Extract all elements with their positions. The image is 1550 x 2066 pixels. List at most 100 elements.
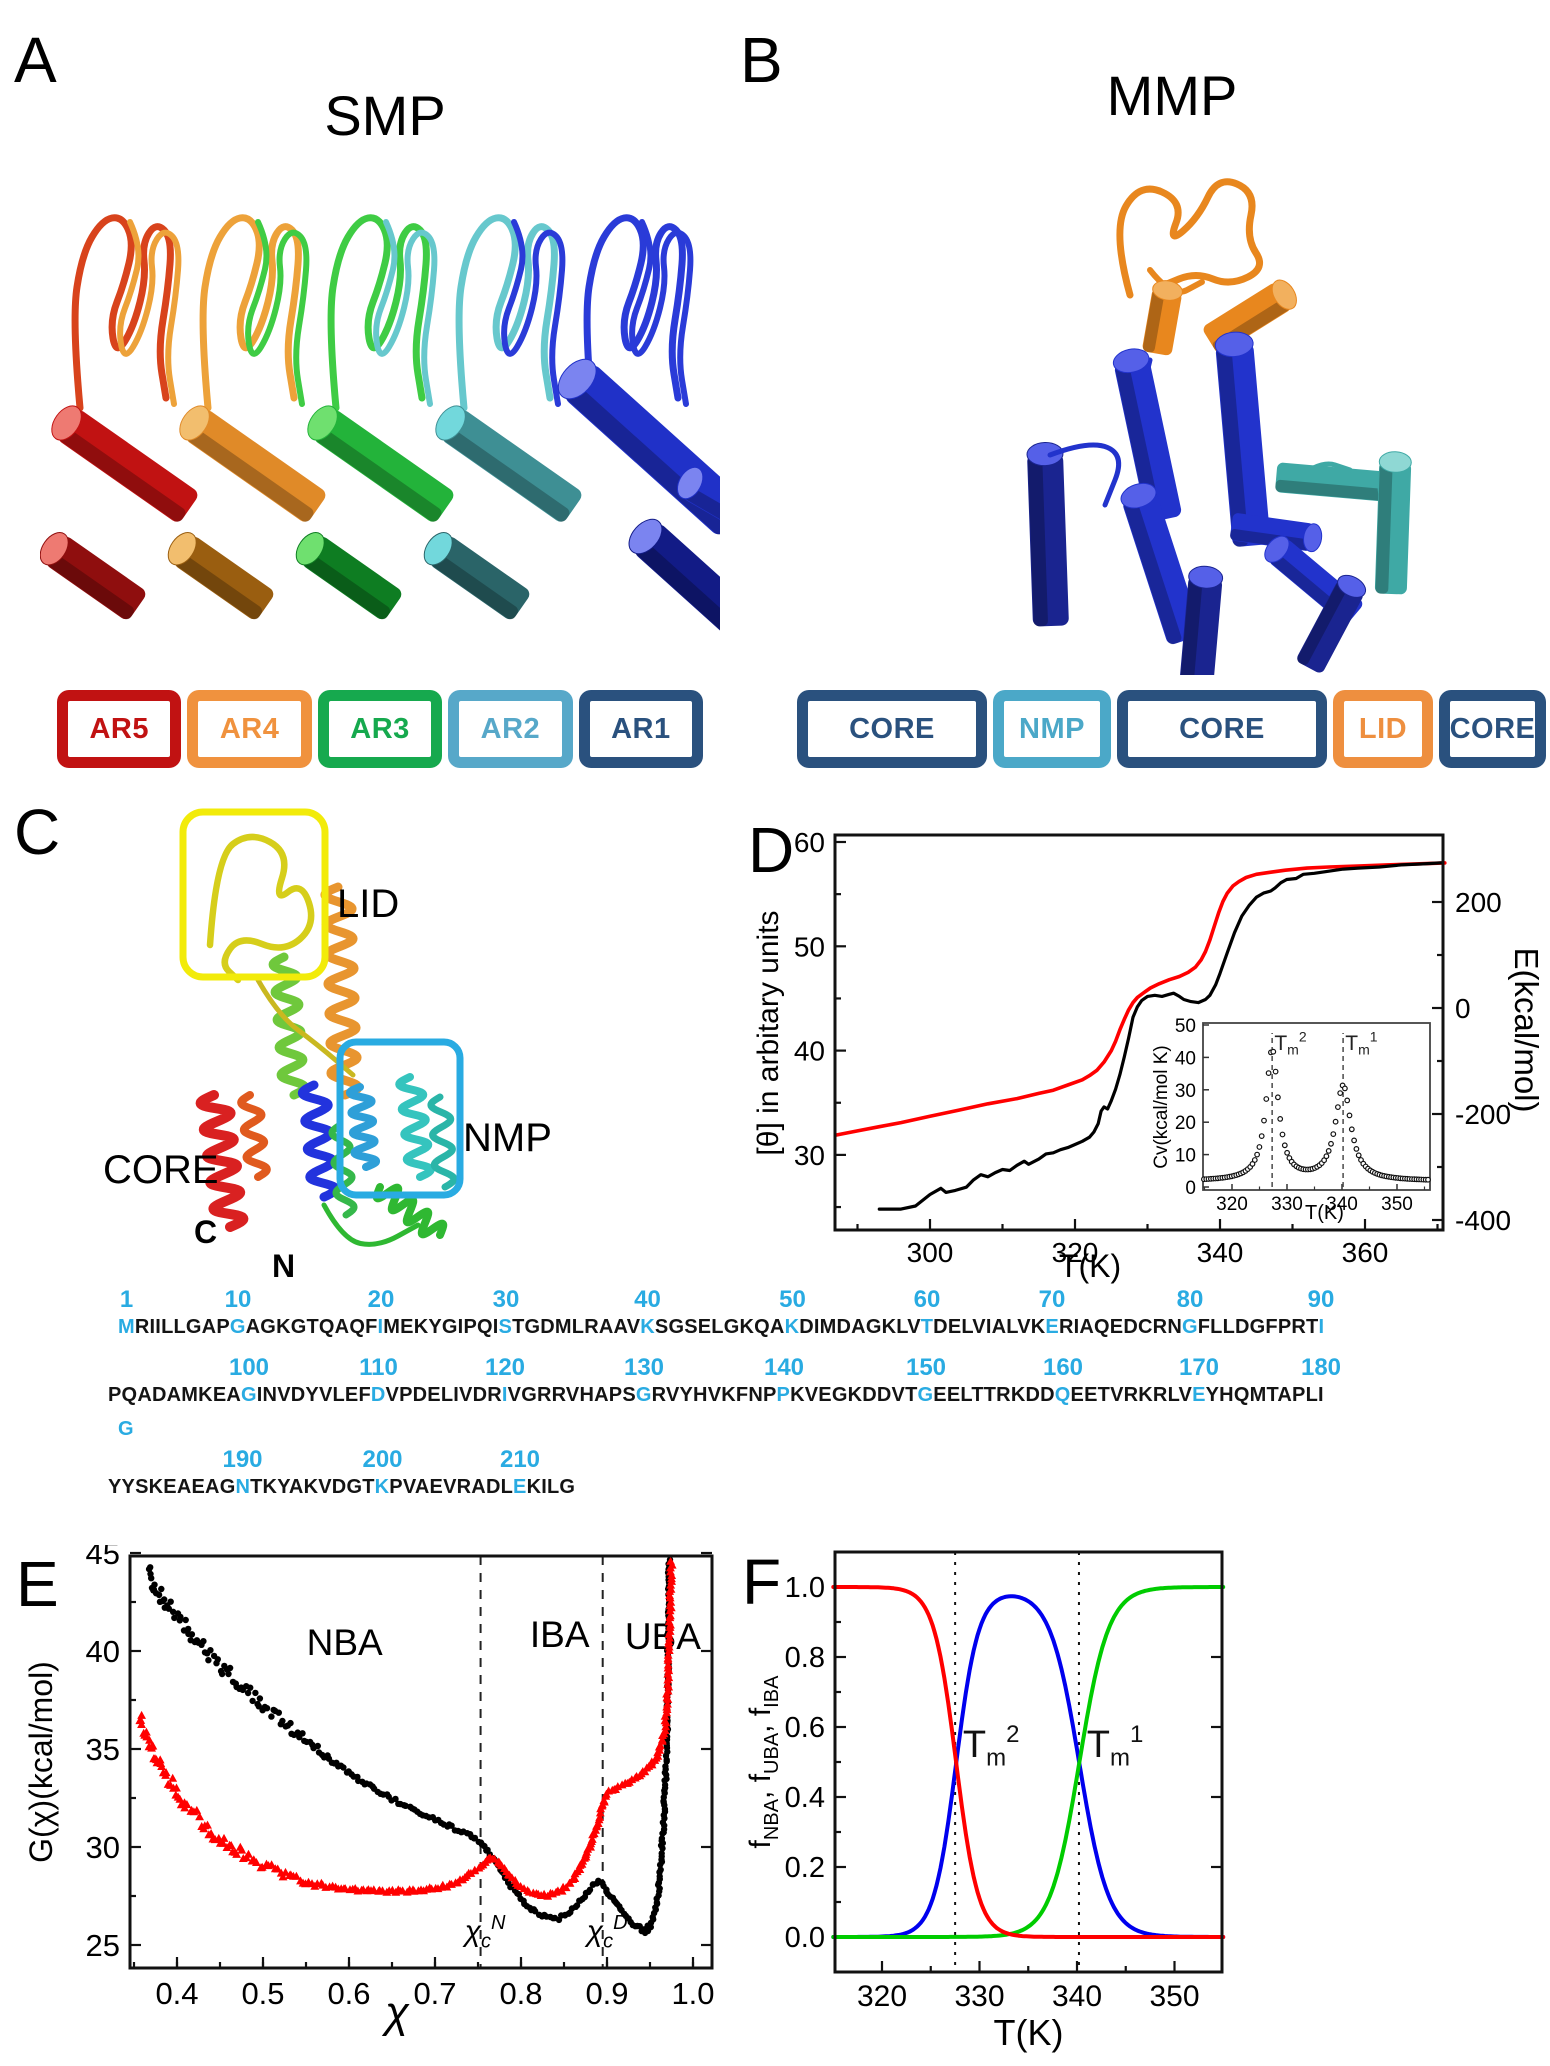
sequence-row-3: G [118, 1418, 134, 1440]
svg-text:χcN: χcN [462, 1912, 506, 1953]
svg-text:50: 50 [1175, 1016, 1196, 1037]
residue-number-30: 30 [492, 1286, 520, 1313]
domain-label: AR2 [480, 712, 541, 745]
mmp-domain-bar: CORE NMP CORE LID CORE [797, 690, 1546, 768]
svg-text:Tm2: Tm2 [963, 1721, 1020, 1772]
svg-text:0: 0 [1185, 1178, 1196, 1199]
svg-text:UBA: UBA [625, 1616, 701, 1657]
svg-text:E(kcal/mol): E(kcal/mol) [1508, 947, 1545, 1112]
svg-text:350: 350 [1149, 1980, 1199, 2013]
svg-text:0.4: 0.4 [155, 1976, 198, 2011]
svg-text:χcD: χcD [584, 1912, 628, 1953]
residue-number-180: 180 [1300, 1354, 1342, 1381]
residue-number-160: 160 [1042, 1354, 1084, 1381]
svg-text:G(χ)(kcal/mol): G(χ)(kcal/mol) [23, 1661, 59, 1863]
residue-number-100: 100 [228, 1354, 270, 1381]
residue-number-70: 70 [1038, 1286, 1066, 1313]
svg-text:C: C [194, 1214, 217, 1250]
svg-text:0.8: 0.8 [499, 1976, 542, 2011]
svg-text:NBA: NBA [307, 1622, 383, 1663]
svg-text:N: N [272, 1248, 295, 1284]
domain-box-core-0: CORE [797, 690, 987, 768]
state-fraction-plot: 320 330 340 350 0.0 0.2 0.4 0.6 0.8 1.0 Tm2 Tm1 T(K)… [740, 1545, 1340, 2066]
sequence-row-1: MRIILLGAPGAGKGTQAQFIMEKYGIPQISTGDMLRAAVK… [118, 1316, 1325, 1338]
domain-label: AR5 [89, 712, 149, 745]
domain-label: CORE [849, 712, 935, 745]
svg-text:25: 25 [86, 1928, 120, 1963]
panel-label-e: E [16, 1548, 59, 1620]
svg-text:CORE: CORE [103, 1148, 219, 1192]
svg-text:40: 40 [794, 1036, 825, 1067]
adk-structure-cartoon: LID NMP CORE C N [88, 795, 633, 1295]
domain-label: AR3 [350, 712, 410, 745]
svg-text:300: 300 [907, 1237, 954, 1268]
sequence-row-4: YYSKEAEAGNTKYAKVDGTKPVAEVRADLEKILG [108, 1476, 576, 1498]
panel-label-f: F [742, 1546, 782, 1618]
svg-text:340: 340 [1052, 1980, 1102, 2013]
residue-number-140: 140 [763, 1354, 805, 1381]
svg-text:10: 10 [1175, 1146, 1196, 1167]
svg-text:0.6: 0.6 [785, 1712, 825, 1744]
svg-text:50: 50 [794, 931, 825, 962]
svg-text:40: 40 [1175, 1048, 1196, 1069]
svg-text:0.5: 0.5 [241, 1976, 284, 2011]
svg-text:0.7: 0.7 [413, 1976, 456, 2011]
residue-number-20: 20 [367, 1286, 395, 1313]
svg-text:0.8: 0.8 [785, 1642, 825, 1674]
residue-number-130: 130 [623, 1354, 665, 1381]
svg-text:40: 40 [86, 1634, 120, 1669]
domain-box-ar3-2: AR3 [317, 690, 443, 768]
residue-number-150: 150 [905, 1354, 947, 1381]
residue-number-210: 210 [499, 1446, 541, 1473]
domain-box-nmp-1: NMP [993, 690, 1111, 768]
svg-text:20: 20 [1175, 1113, 1196, 1134]
svg-text:30: 30 [1175, 1081, 1196, 1102]
residue-number-1: 1 [119, 1286, 134, 1313]
domain-box-core-2: CORE [1117, 690, 1327, 768]
residue-number-90: 90 [1307, 1286, 1335, 1313]
domain-label: AR4 [219, 712, 280, 745]
svg-text:30: 30 [86, 1830, 120, 1865]
domain-label: NMP [1019, 712, 1085, 745]
melting-curve-plot: 300 320 340 360 30 40 50 60 200 0 -200 -400 T(K) [θ] … [750, 815, 1550, 1300]
svg-text:IBA: IBA [530, 1614, 590, 1655]
panel-label-b: B [740, 24, 783, 96]
domain-label: CORE [1179, 712, 1265, 745]
residue-number-10: 10 [224, 1286, 252, 1313]
smp-title: SMP [324, 84, 446, 147]
svg-text:340: 340 [1197, 1237, 1244, 1268]
domain-box-core-4: CORE [1439, 690, 1546, 768]
residue-number-200: 200 [362, 1446, 403, 1473]
residue-number-190: 190 [222, 1446, 263, 1473]
svg-text:350: 350 [1381, 1194, 1413, 1215]
domain-box-ar5-0: AR5 [57, 690, 182, 768]
residue-number-80: 80 [1176, 1286, 1204, 1313]
residue-number-110: 110 [359, 1354, 398, 1381]
domain-label: AR1 [611, 712, 671, 745]
svg-text:35: 35 [86, 1732, 120, 1767]
svg-text:200: 200 [1455, 887, 1502, 918]
domain-box-lid-3: LID [1333, 690, 1433, 768]
svg-text:330: 330 [954, 1980, 1004, 2013]
svg-text:340: 340 [1326, 1194, 1358, 1215]
svg-text:fNBA, fUBA, fIBA: fNBA, fUBA, fIBA [744, 1675, 783, 1849]
domain-box-ar2-3: AR2 [448, 690, 573, 768]
svg-text:0.2: 0.2 [785, 1852, 825, 1884]
svg-text:1.0: 1.0 [785, 1572, 825, 1604]
svg-text:1.0: 1.0 [671, 1976, 714, 2011]
svg-text:T(K): T(K) [1305, 1202, 1344, 1224]
panel-label-c: C [14, 796, 61, 868]
domain-label: CORE [1449, 712, 1536, 745]
svg-text:T(K): T(K) [994, 2012, 1064, 2053]
svg-text:45: 45 [86, 1545, 120, 1571]
sequence-row-2: PQADAMKEAGINVDYVLEFDVPDELIVDRIVGRRVHAPSG… [108, 1384, 1324, 1406]
svg-text:0.0: 0.0 [785, 1922, 825, 1954]
smp-structure-cartoon [39, 150, 776, 670]
residue-number-50: 50 [779, 1286, 806, 1313]
svg-text:[θ] in arbitary units: [θ] in arbitary units [752, 910, 785, 1155]
svg-text:χ: χ [381, 1988, 410, 2037]
mmp-title: MMP [1106, 64, 1238, 127]
svg-text:LID: LID [337, 882, 399, 926]
svg-text:30: 30 [794, 1140, 825, 1171]
free-energy-profile-plot: 0.4 0.5 0.6 0.7 0.8 0.9 1.0 25 30 35 40 45 χcN χcD NBA… [20, 1536, 750, 2066]
